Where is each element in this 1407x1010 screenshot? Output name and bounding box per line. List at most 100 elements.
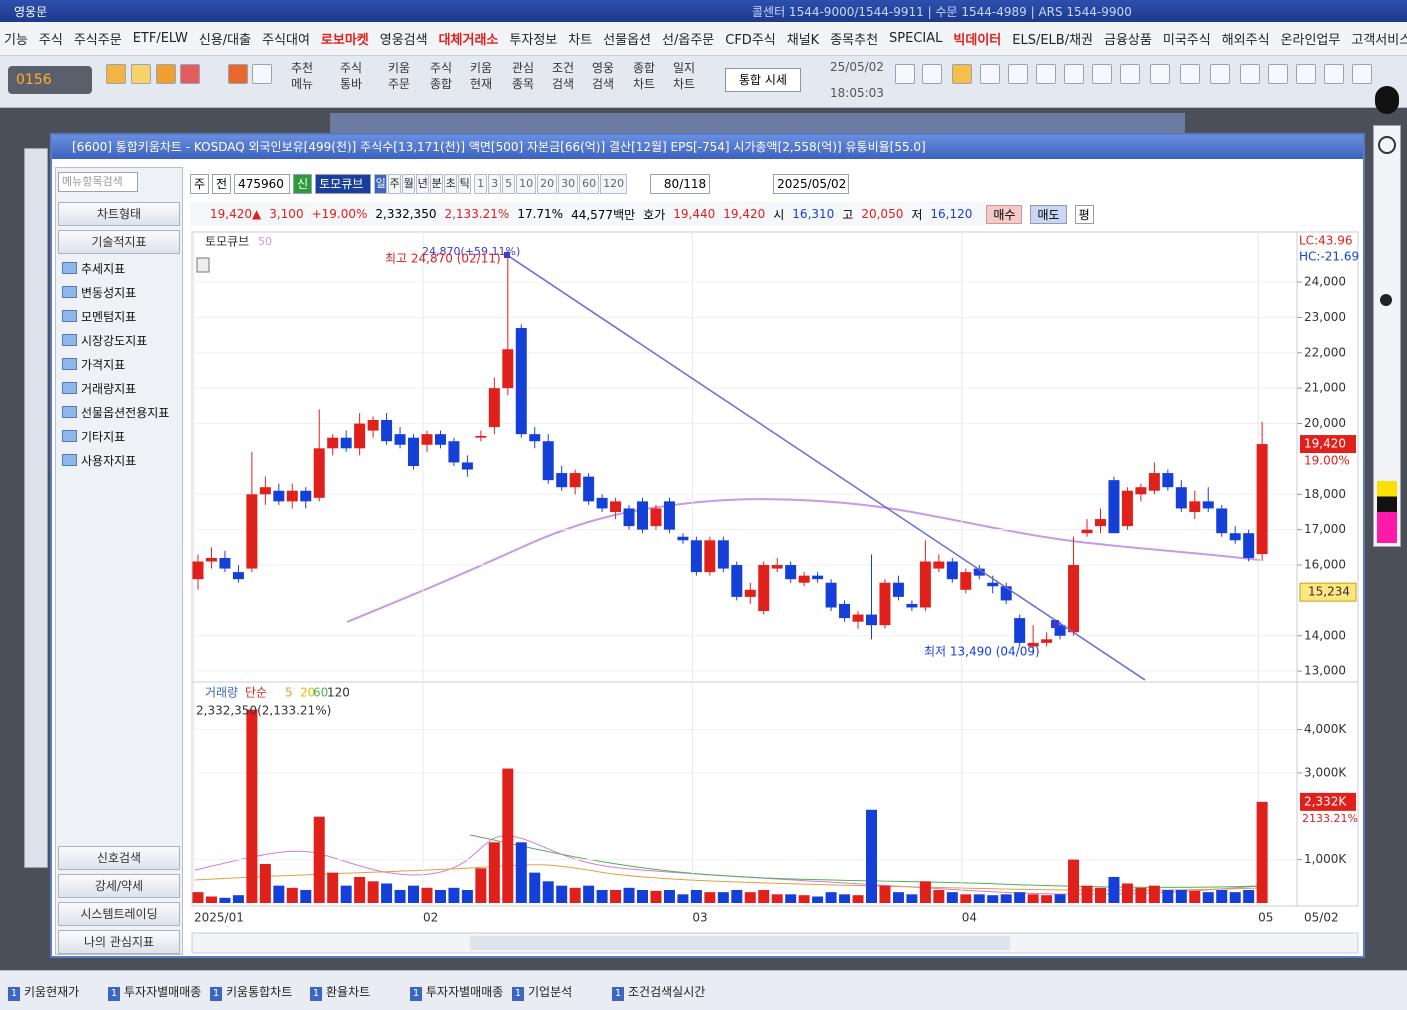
- icon[interactable]: [1036, 64, 1056, 84]
- menu-item[interactable]: 채널K: [786, 33, 820, 48]
- interval-button[interactable]: 5: [502, 174, 516, 194]
- toolbar-button[interactable]: 영웅검색: [591, 61, 615, 91]
- toolbar-button[interactable]: 키움주문: [387, 61, 411, 91]
- toolbar-button[interactable]: 종합차트: [632, 61, 656, 91]
- toolbar-button[interactable]: 키움현재: [469, 61, 493, 91]
- date-input[interactable]: 2025/05/02: [773, 174, 850, 194]
- toolbar-button[interactable]: 추천메뉴: [290, 61, 314, 91]
- icon[interactable]: [922, 64, 942, 84]
- menu-item[interactable]: ELS/ELB/채권: [1012, 33, 1094, 48]
- icon[interactable]: [895, 64, 915, 84]
- icon[interactable]: [1120, 64, 1140, 84]
- interval-button[interactable]: 10: [516, 174, 537, 194]
- icon[interactable]: [1150, 64, 1170, 84]
- menu-item[interactable]: 주식대여: [262, 33, 310, 48]
- pane-button[interactable]: [196, 257, 210, 273]
- tree-item[interactable]: 모멘텀지표: [62, 308, 136, 325]
- sidebar-button[interactable]: 나의 관심지표: [58, 930, 180, 954]
- menu-item[interactable]: 빅데이터: [953, 33, 1002, 48]
- tree-item[interactable]: 거래량지표: [62, 380, 136, 397]
- tree-item[interactable]: 가격지표: [62, 356, 125, 373]
- screen-code[interactable]: 0156: [8, 66, 92, 94]
- task-item[interactable]: 투자자별매매종: [108, 983, 201, 1001]
- menu-item[interactable]: 차트: [568, 33, 593, 48]
- interval-button[interactable]: 1: [474, 174, 488, 194]
- interval-button[interactable]: 60: [579, 174, 600, 194]
- icon[interactable]: [180, 64, 200, 84]
- tree-item[interactable]: 추세지표: [62, 260, 125, 277]
- tool-icon[interactable]: [1375, 86, 1399, 114]
- menu-item[interactable]: ETF/ELW: [132, 31, 188, 46]
- toolbar-button[interactable]: 주식종합: [429, 61, 453, 91]
- buy-button[interactable]: 매수: [986, 204, 1023, 224]
- period-button[interactable]: 월: [402, 174, 416, 194]
- scroll-thumb[interactable]: [470, 936, 1010, 950]
- stock-name[interactable]: 토모큐브: [315, 174, 372, 194]
- interval-button[interactable]: 3: [488, 174, 502, 194]
- quote-button[interactable]: 통합 시세: [725, 68, 801, 92]
- icon[interactable]: [1240, 64, 1260, 84]
- period-button[interactable]: 일: [374, 174, 388, 194]
- menu-item[interactable]: 미국주식: [1162, 33, 1211, 48]
- toolbar-button[interactable]: 일지차트: [672, 61, 696, 91]
- icon[interactable]: [1268, 64, 1288, 84]
- code-input[interactable]: 475960: [234, 174, 291, 194]
- task-item[interactable]: 키움통합차트: [210, 983, 292, 1001]
- toolbar-button[interactable]: 관심종목: [511, 61, 535, 91]
- menu-item[interactable]: 금융상품: [1104, 33, 1152, 48]
- icon[interactable]: [131, 64, 151, 84]
- menu-item[interactable]: 고객서비스: [1351, 33, 1407, 48]
- period-button[interactable]: 주: [388, 174, 402, 194]
- icon[interactable]: [1180, 64, 1200, 84]
- sidebar-tab[interactable]: 기술적지표: [58, 230, 180, 254]
- menu-item[interactable]: 선/옵주문: [662, 33, 715, 48]
- menu-item[interactable]: 신용/대출: [198, 33, 252, 48]
- menu-item[interactable]: 로보마켓: [320, 33, 369, 48]
- sidebar-button[interactable]: 강세/약세: [58, 874, 180, 898]
- menu-item[interactable]: 주식: [38, 33, 63, 48]
- tree-item[interactable]: 기타지표: [62, 428, 125, 445]
- menu-item[interactable]: CFD주식: [725, 33, 776, 48]
- task-item[interactable]: 투자자별매매종: [410, 983, 503, 1001]
- color-palette[interactable]: [1377, 481, 1397, 543]
- menu-item[interactable]: 온라인업무: [1280, 33, 1341, 48]
- icon[interactable]: [106, 64, 126, 84]
- icon[interactable]: [1008, 64, 1028, 84]
- menu-item[interactable]: 기능: [4, 33, 28, 48]
- tool-icon[interactable]: [1378, 136, 1396, 154]
- icon[interactable]: [252, 64, 272, 84]
- menu-item[interactable]: 종목추천: [830, 33, 879, 48]
- menu-item[interactable]: 선물옵션: [603, 33, 652, 48]
- market[interactable]: 주: [190, 174, 210, 194]
- menu-item[interactable]: 대체거래소: [438, 33, 499, 48]
- scope[interactable]: 전: [212, 174, 232, 194]
- icon[interactable]: [1352, 64, 1372, 84]
- interval-button[interactable]: 20: [537, 174, 558, 194]
- sidebar-button[interactable]: 시스템트레이딩: [58, 902, 180, 926]
- toolbar-button[interactable]: 주식통바: [339, 61, 363, 91]
- icon[interactable]: [1296, 64, 1316, 84]
- icon[interactable]: [952, 64, 972, 84]
- tree-item[interactable]: 변동성지표: [62, 284, 136, 301]
- sell-button[interactable]: 매도: [1030, 204, 1067, 224]
- tree-item[interactable]: 시장강도지표: [62, 332, 147, 349]
- icon[interactable]: [1210, 64, 1230, 84]
- menu-item[interactable]: 주식주문: [73, 33, 122, 48]
- icon[interactable]: [980, 64, 1000, 84]
- icon[interactable]: [1064, 64, 1084, 84]
- icon[interactable]: [156, 64, 176, 84]
- menu-item[interactable]: SPECIAL: [889, 31, 943, 46]
- task-item[interactable]: 키움현재가: [8, 983, 79, 1001]
- period-button[interactable]: 틱: [458, 174, 472, 194]
- sidebar-button[interactable]: 신호검색: [58, 846, 180, 870]
- icon[interactable]: [1092, 64, 1112, 84]
- icon[interactable]: [228, 64, 248, 84]
- task-item[interactable]: 기업분석: [512, 983, 572, 1001]
- toolbar-button[interactable]: 조건검색: [551, 61, 575, 91]
- task-item[interactable]: 환율차트: [310, 983, 370, 1001]
- flat-button[interactable]: 평: [1074, 204, 1094, 224]
- menu-item[interactable]: 해외주식: [1221, 33, 1270, 48]
- menu-item[interactable]: 영웅검색: [379, 33, 428, 48]
- interval-button[interactable]: 30: [558, 174, 579, 194]
- period-button[interactable]: 초: [444, 174, 458, 194]
